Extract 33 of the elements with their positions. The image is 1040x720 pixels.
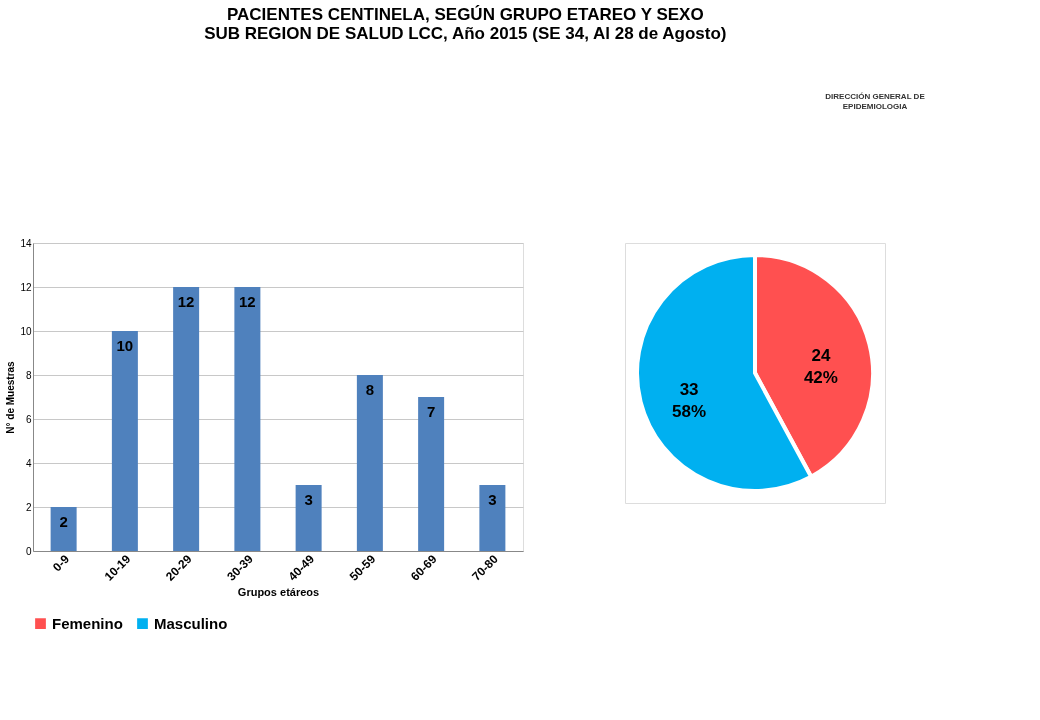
y-tick-label: 2	[25, 501, 32, 513]
y-tick-label: 0	[25, 545, 32, 557]
y-tick-label: 8	[25, 369, 32, 381]
data-label: 12	[239, 293, 256, 310]
y-tick-label: 12	[20, 281, 32, 293]
data-label: 33 58%	[672, 379, 707, 421]
text: DIRECCIÓN GENERAL DE EPIDEMIOLOGIA	[825, 92, 926, 111]
y-tick-label: 10	[20, 325, 32, 337]
bar	[234, 287, 261, 551]
bar	[356, 375, 383, 551]
y-tick-label: 4	[25, 457, 32, 469]
data-label: 12	[177, 293, 195, 310]
bar	[418, 397, 445, 551]
bar	[50, 507, 77, 551]
bar	[111, 331, 138, 551]
y-tick-label: 14	[20, 237, 32, 249]
x-tick-label: 0-9	[49, 551, 73, 575]
data-label: 3	[304, 491, 313, 508]
data-label: 7	[426, 403, 436, 420]
data-label: 3	[488, 491, 497, 508]
bar	[173, 287, 200, 551]
bar	[295, 485, 322, 551]
y-axis-title: N° de Muestras	[5, 360, 17, 434]
data-label: 10	[116, 337, 134, 354]
data-label: 8	[365, 381, 375, 398]
legend-label: Femenino	[52, 614, 123, 632]
data-label: 24 42%	[803, 346, 838, 388]
bar	[479, 485, 506, 551]
y-tick-label: 6	[25, 413, 32, 425]
legend-label: Masculino	[154, 614, 228, 632]
chart-title: PACIENTES CENTINELA, SEGÚN GRUPO ETAREO Y SEXO SUB REGION DE SALUD LCC, Año 2015 (SE 34, Al 28 de Agosto)	[204, 4, 727, 43]
data-label: 2	[59, 513, 68, 530]
x-axis-title: Grupos etáreos	[237, 585, 320, 598]
